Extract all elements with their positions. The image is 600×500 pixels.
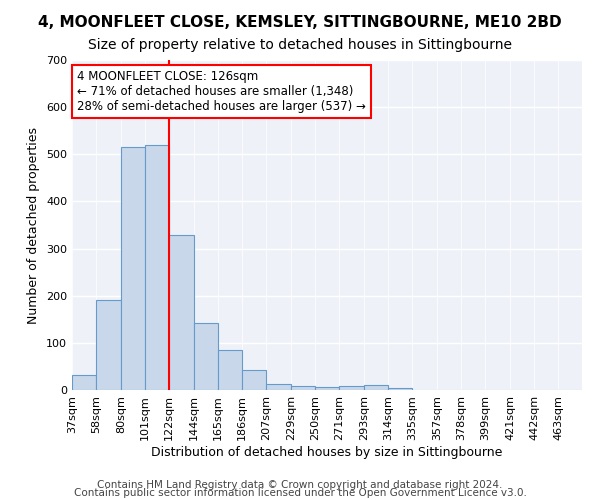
Text: 4, MOONFLEET CLOSE, KEMSLEY, SITTINGBOURNE, ME10 2BD: 4, MOONFLEET CLOSE, KEMSLEY, SITTINGBOUR… — [38, 15, 562, 30]
Bar — [72, 375, 96, 390]
Bar — [315, 387, 339, 390]
Bar — [218, 350, 242, 390]
Bar — [388, 388, 412, 390]
Bar — [364, 386, 388, 390]
Bar — [242, 370, 266, 390]
Text: Contains HM Land Registry data © Crown copyright and database right 2024.: Contains HM Land Registry data © Crown c… — [97, 480, 503, 490]
Bar — [194, 322, 218, 390]
Text: Contains public sector information licensed under the Open Government Licence v3: Contains public sector information licen… — [74, 488, 526, 498]
Bar — [121, 147, 145, 390]
Bar — [266, 384, 291, 390]
X-axis label: Distribution of detached houses by size in Sittingbourne: Distribution of detached houses by size … — [151, 446, 503, 458]
Text: 4 MOONFLEET CLOSE: 126sqm
← 71% of detached houses are smaller (1,348)
28% of se: 4 MOONFLEET CLOSE: 126sqm ← 71% of detac… — [77, 70, 366, 113]
Bar — [169, 236, 194, 390]
Y-axis label: Number of detached properties: Number of detached properties — [28, 126, 40, 324]
Bar — [339, 386, 364, 390]
Bar — [96, 300, 121, 390]
Bar — [291, 386, 315, 390]
Bar — [145, 145, 169, 390]
Text: Size of property relative to detached houses in Sittingbourne: Size of property relative to detached ho… — [88, 38, 512, 52]
